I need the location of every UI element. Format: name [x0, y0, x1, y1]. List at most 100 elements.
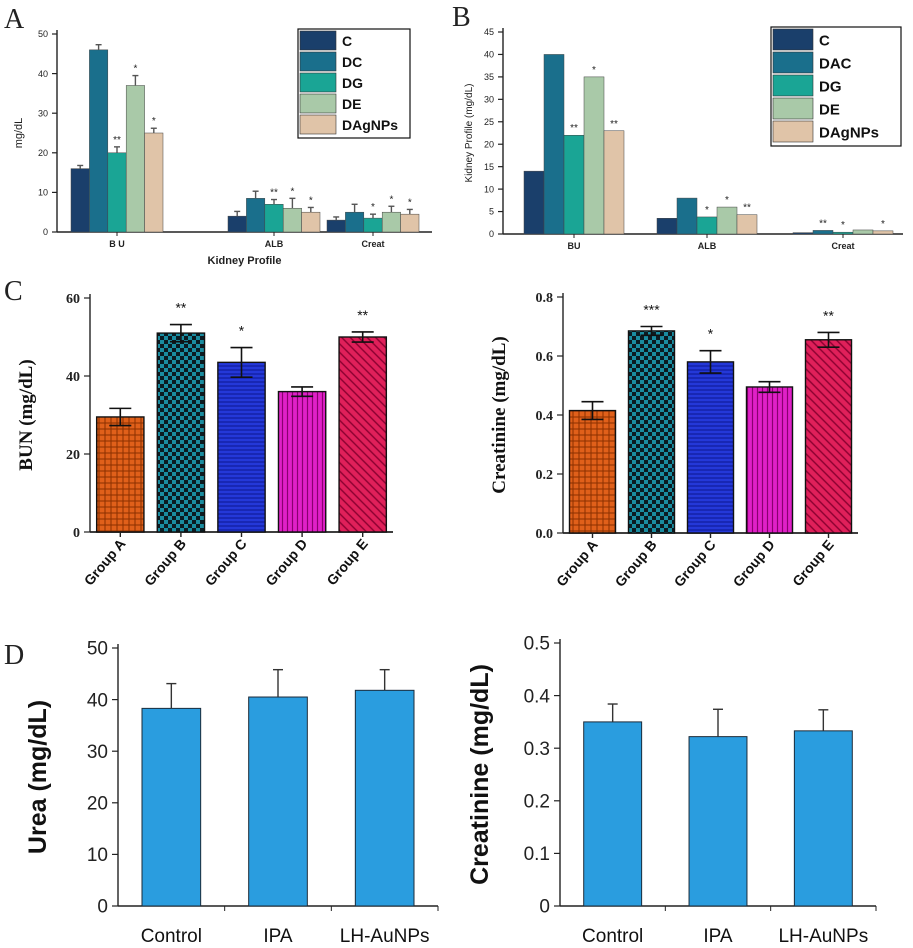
x-tick-label: IPA	[703, 926, 733, 947]
bar-dg-bu	[563, 134, 585, 235]
y-tick-label: 0	[73, 526, 80, 541]
x-tick-label: Group C	[671, 537, 719, 590]
bar-group-c	[686, 361, 735, 534]
y-tick-label: 10	[38, 188, 48, 198]
y-axis-label: Creatinine (mg/dL)	[489, 336, 510, 493]
legend-label-c: C	[342, 33, 352, 49]
significance-marker: **	[819, 218, 827, 229]
x-tick-label: ALB	[698, 241, 717, 251]
y-tick-label: 20	[38, 148, 48, 158]
bar-dc-creat	[345, 211, 365, 233]
x-tick-label: Control	[582, 926, 643, 947]
significance-marker: *	[705, 205, 709, 216]
y-tick-label: 15	[484, 162, 494, 172]
legend-swatch-dagnps	[299, 114, 337, 135]
legend-label-de: DE	[819, 102, 840, 119]
y-tick-label: 0.2	[536, 468, 554, 483]
x-tick-label: BU	[568, 241, 581, 251]
x-tick-label: Group D	[730, 537, 778, 590]
bar-group-e	[338, 336, 388, 533]
bar-dac-creat	[812, 230, 834, 235]
bar-dagnps-alb	[736, 214, 758, 235]
y-tick-label: 40	[66, 370, 80, 385]
significance-marker: *	[389, 194, 393, 205]
bar-c-alb	[227, 215, 247, 233]
legend-label-c: C	[819, 33, 830, 50]
legend-label-dc: DC	[342, 54, 362, 70]
y-tick-label: 0	[489, 229, 494, 239]
legend-swatch-dg	[299, 72, 337, 93]
panel-letter-c: C	[4, 276, 23, 307]
y-tick-label: 0.5	[524, 634, 550, 655]
legend-swatch-c	[299, 30, 337, 51]
significance-marker: *	[881, 219, 885, 230]
bar-dac-bu	[543, 54, 565, 235]
x-tick-label: LH-AuNPs	[778, 926, 868, 947]
legend-label-dac: DAC	[819, 56, 852, 73]
bar-dg-bu	[107, 152, 127, 233]
x-tick-label: Creat	[831, 241, 854, 251]
bar-lh-aunps	[793, 730, 853, 907]
y-tick-label: 45	[484, 27, 494, 37]
x-tick-label: IPA	[263, 926, 293, 947]
bar-dc-alb	[246, 198, 266, 233]
significance-marker: *	[708, 326, 714, 342]
bar-c-bu	[70, 168, 90, 233]
legend-swatch-c	[772, 28, 814, 51]
bar-ipa	[248, 696, 308, 907]
bar-group-d	[745, 386, 794, 534]
x-tick-label: ALB	[265, 239, 284, 249]
y-tick-label: 0.4	[536, 409, 554, 424]
y-tick-label: 50	[38, 29, 48, 39]
x-tick-label: Group A	[81, 536, 129, 589]
y-tick-label: 0.3	[524, 739, 550, 760]
panel-letter-b: B	[452, 2, 471, 33]
legend-label-dagnps: DAgNPs	[819, 125, 879, 142]
significance-marker: **	[823, 307, 834, 323]
legend-swatch-dg	[772, 74, 814, 97]
legend-swatch-dc	[299, 51, 337, 72]
significance-marker: *	[152, 116, 156, 127]
y-tick-label: 10	[87, 845, 108, 866]
chart-panel-c-creatinine: 0.0 0.2 0.4 0.6 0.8 Group A *** Group B * Group C…	[489, 291, 858, 590]
y-tick-label: 0	[97, 897, 108, 918]
bar-dac-alb	[676, 197, 698, 235]
significance-marker: *	[239, 323, 245, 339]
significance-marker: **	[357, 307, 368, 323]
bar-dagnps-creat	[872, 230, 894, 235]
x-tick-label: Group B	[612, 537, 660, 590]
panel-letter-d: D	[4, 640, 24, 671]
significance-marker: **	[570, 123, 578, 134]
bar-group-d	[277, 390, 327, 533]
significance-marker: *	[309, 195, 313, 206]
x-axis-label: Kidney Profile	[208, 255, 282, 267]
bar-group-e	[804, 339, 853, 534]
bar-dc-bu	[89, 49, 109, 233]
y-tick-label: 25	[484, 117, 494, 127]
y-tick-label: 20	[484, 139, 494, 149]
bar-de-alb	[716, 206, 738, 235]
bar-control	[583, 721, 643, 907]
y-tick-label: 50	[87, 639, 108, 660]
legend-label-de: DE	[342, 96, 361, 112]
chart-panel-d-creatinine: 0 0.1 0.2 0.3 0.4 0.5 Control IPA LH-AuNPs Creati…	[466, 634, 877, 947]
bar-group-a	[95, 416, 145, 533]
bar-group-b	[627, 330, 676, 534]
bar-dg-alb	[696, 216, 718, 235]
significance-marker: *	[592, 65, 596, 76]
significance-marker: **	[610, 119, 618, 130]
legend-swatch-de	[772, 97, 814, 120]
bar-group-c	[217, 361, 266, 533]
y-tick-label: 0	[539, 897, 550, 918]
legend-label-dg: DG	[342, 75, 363, 91]
bar-de-creat	[852, 229, 874, 235]
x-tick-label: Group A	[553, 537, 601, 590]
bar-group-b	[156, 332, 206, 533]
chart-panel-d-urea: 0 10 20 30 40 50 Control IPA LH-AuNPs Urea (mg/dL…	[24, 639, 439, 947]
panel-letter-a: A	[4, 4, 25, 35]
significance-marker: **	[270, 188, 278, 199]
y-tick-label: 40	[38, 69, 48, 79]
bar-c-bu	[523, 170, 545, 235]
y-tick-label: 60	[66, 292, 80, 307]
